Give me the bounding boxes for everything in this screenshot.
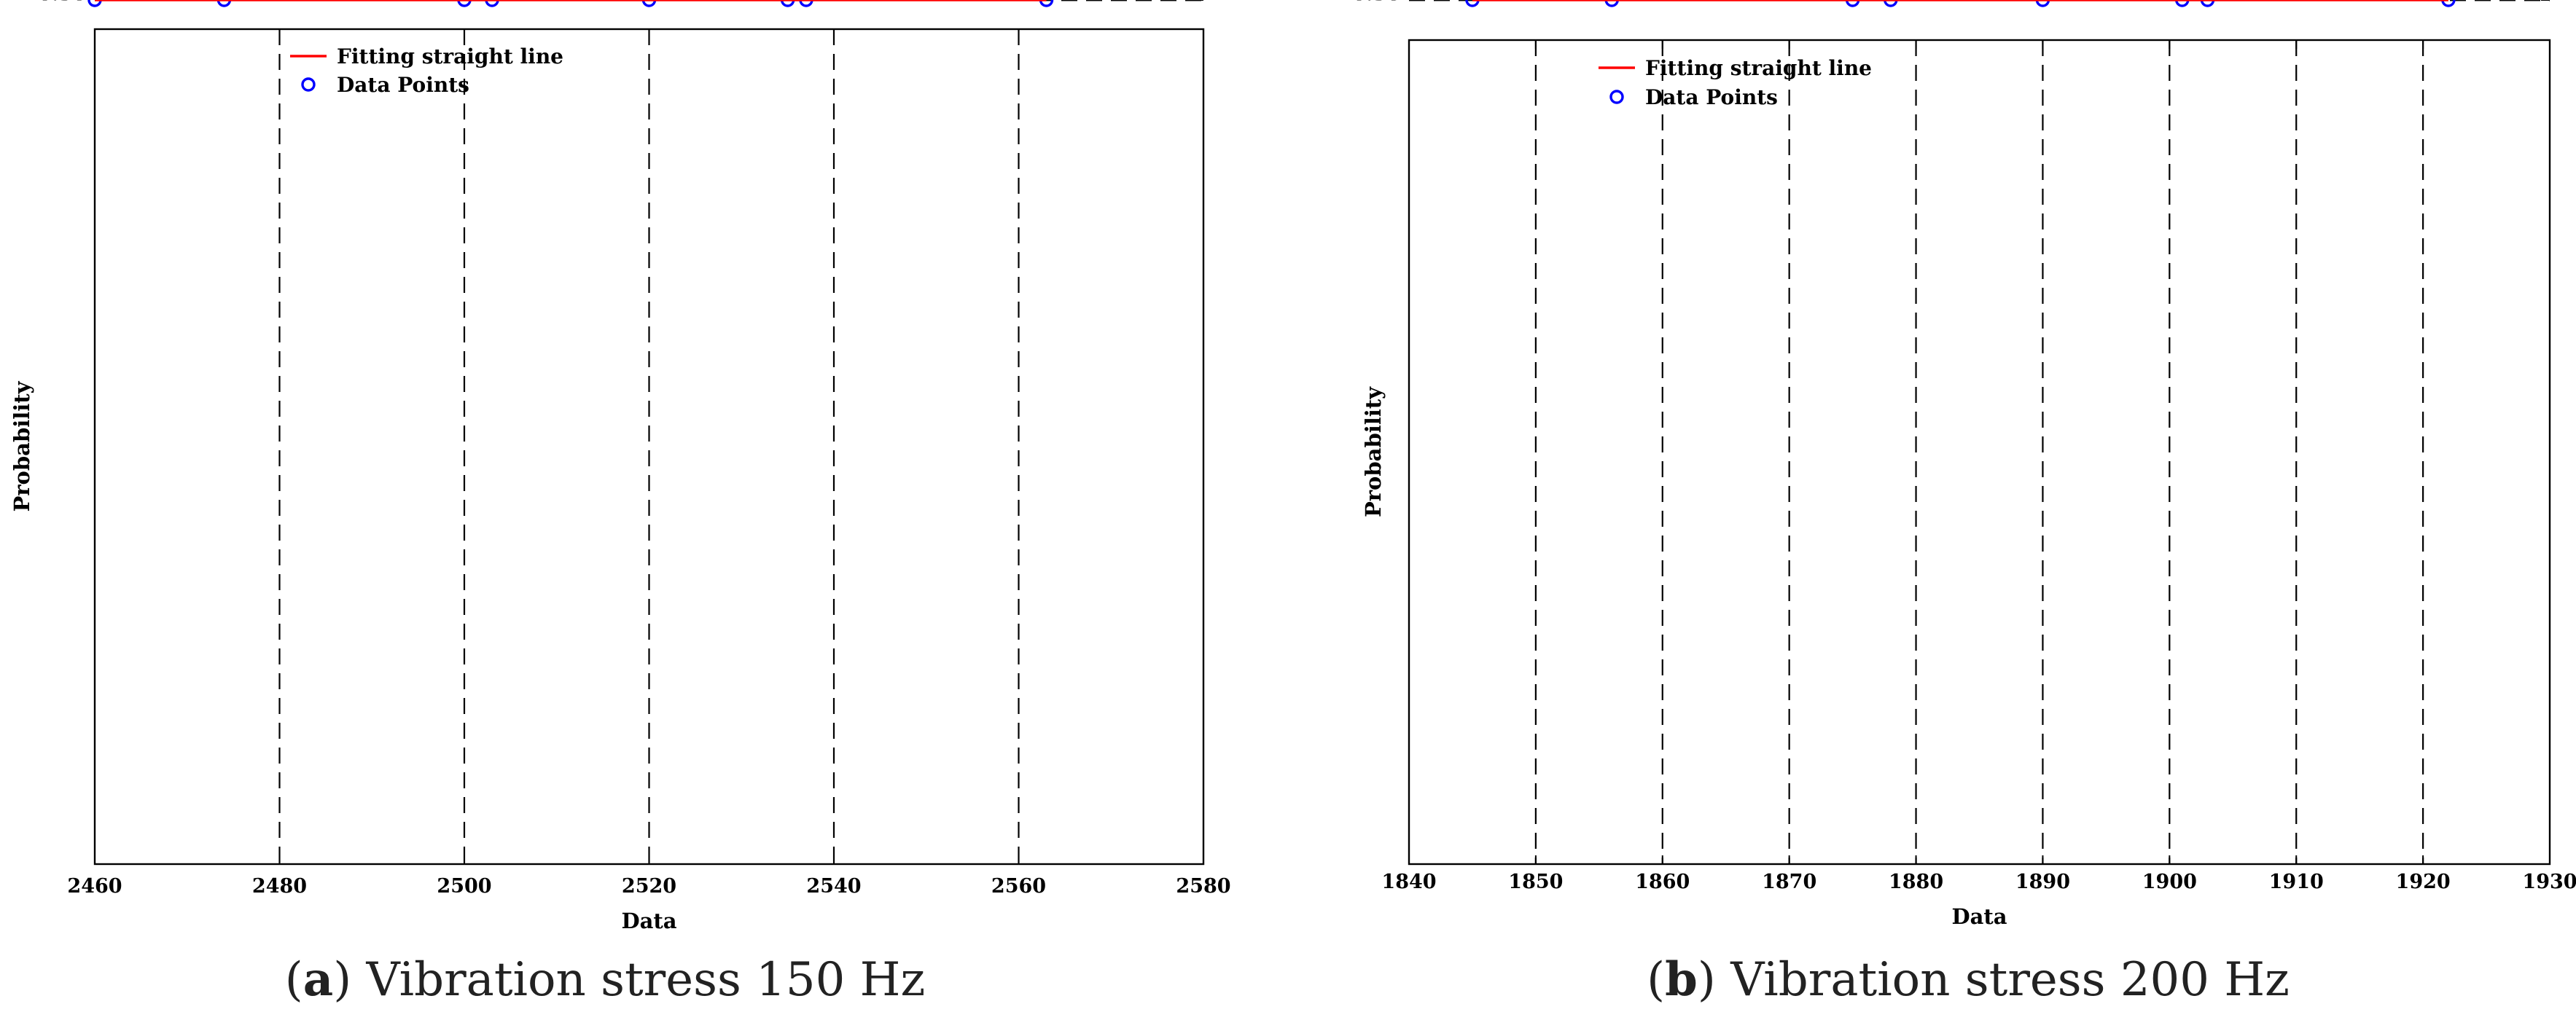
data-point — [1604, 0, 1619, 7]
y-tick-label: 0.25 — [1352, 0, 1400, 5]
data-point — [1039, 0, 1054, 7]
data-point — [1465, 0, 1480, 7]
y-tick-label: 0.90 — [1352, 0, 1400, 5]
y-tick-label: 0.75 — [1352, 0, 1400, 5]
chart-panel-b: 1840 1850 1860 1870 1880 1890 1900 1910 1920 1930… — [1352, 0, 2576, 1007]
figure-caption: (b) Vibration stress 200 Hz — [1647, 952, 2290, 1007]
data-point — [457, 0, 472, 7]
x-tick-label: 1850 — [1508, 871, 1563, 893]
data-point — [2200, 0, 2215, 7]
legend-label-line: Fitting straight line — [1645, 56, 1872, 80]
legend-label-points: Data Points — [337, 73, 469, 97]
y-tick-label: 0.50 — [38, 0, 86, 5]
data-point — [780, 0, 795, 7]
data-point — [2035, 0, 2050, 7]
x-tick-label: 1900 — [2142, 871, 2197, 893]
y-tick-label: 0.05 — [1352, 0, 1400, 5]
chart-panel-a: 2460 2480 2500 2520 2540 2560 2580 0.050.100.25… — [9, 0, 1231, 1007]
x-tick-label: 2560 — [991, 875, 1046, 898]
y-tick-label: 0.90 — [38, 0, 86, 5]
x-tick-label: 2500 — [437, 875, 491, 898]
y-tick-label: 0.10 — [38, 0, 86, 5]
x-tick-label: 1870 — [1762, 871, 1816, 893]
data-point — [799, 0, 813, 7]
data-point — [1884, 0, 1898, 7]
y-tick-label: 0.25 — [38, 0, 86, 5]
x-tick-label: 2580 — [1176, 875, 1230, 898]
data-point — [485, 0, 499, 7]
x-axis-label: Data — [621, 909, 676, 933]
legend-point-swatch — [301, 77, 316, 92]
x-tick-label: 1910 — [2269, 871, 2324, 893]
data-point — [216, 0, 232, 7]
y-tick-label: 0.96 — [38, 0, 86, 5]
x-tick-label: 1880 — [1889, 871, 1943, 893]
y-tick-label: 0.05 — [38, 0, 86, 5]
legend-point-swatch — [1609, 90, 1624, 104]
caption-label: b — [1665, 952, 1698, 1007]
x-tick-label: 1930 — [2522, 871, 2576, 893]
x-tick-label: 2480 — [252, 875, 307, 898]
figure-caption: (a) Vibration stress 150 Hz — [285, 952, 925, 1007]
caption-text: Vibration stress 200 Hz — [1730, 953, 2290, 1007]
x-tick-label: 2520 — [622, 875, 676, 898]
x-axis-label: Data — [1951, 904, 2007, 929]
data-point — [2441, 0, 2456, 7]
data-point — [1845, 0, 1860, 7]
x-tick-label: 2540 — [806, 875, 861, 898]
y-axis-label: Probability — [1361, 386, 1386, 517]
y-tick-label: 0.50 — [1352, 0, 1400, 5]
x-tick-label: 1920 — [2396, 871, 2451, 893]
data-point — [87, 0, 102, 7]
legend-label-points: Data Points — [1645, 85, 1778, 109]
x-tick-label: 1840 — [1381, 871, 1436, 893]
caption-text: Vibration stress 150 Hz — [366, 953, 926, 1007]
y-tick-label: 0.96 — [1352, 0, 1400, 5]
x-tick-label: 2460 — [67, 875, 122, 898]
legend-label-line: Fitting straight line — [337, 44, 563, 68]
y-tick-label: 0.75 — [38, 0, 86, 5]
x-tick-label: 1890 — [2015, 871, 2070, 893]
data-point — [2175, 0, 2190, 7]
caption-label: a — [303, 952, 333, 1007]
plot-frame — [1408, 39, 2551, 866]
data-point — [641, 0, 657, 7]
y-tick-label: 0.10 — [1352, 0, 1400, 5]
y-axis-label: Probability — [9, 380, 34, 511]
x-tick-label: 1860 — [1635, 871, 1690, 893]
